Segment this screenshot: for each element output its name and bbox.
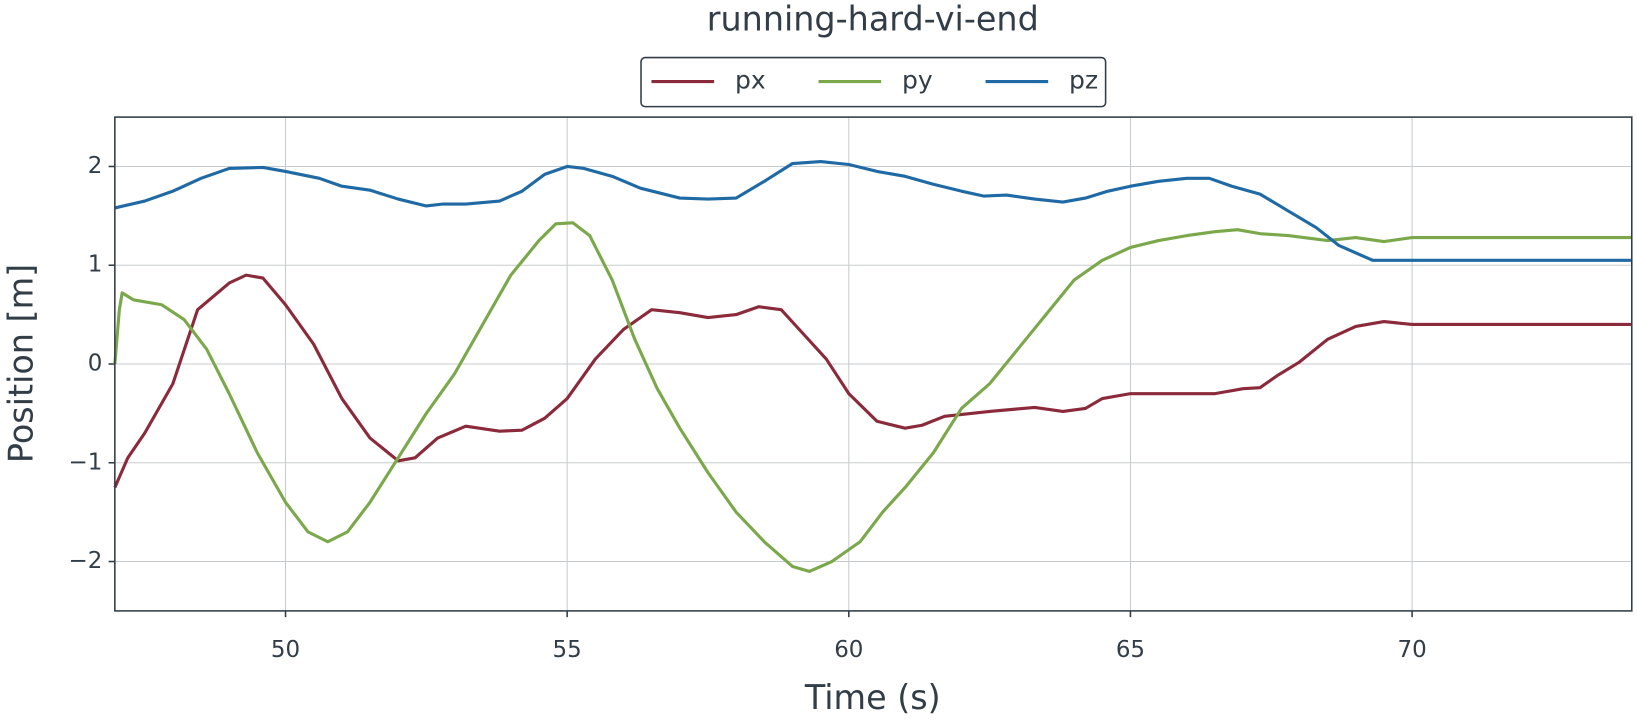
chart-title: running-hard-vi-end (707, 0, 1039, 39)
x-axis-label: Time (s) (804, 678, 941, 717)
x-tick-label: 65 (1116, 637, 1145, 663)
x-tick-label: 55 (553, 637, 582, 663)
plot-frame (114, 116, 1633, 612)
line-series (113, 221, 1632, 573)
line-series (114, 159, 1632, 262)
legend-label: px (735, 66, 766, 95)
x-tick-label: 70 (1397, 637, 1426, 663)
line-series (113, 273, 1632, 489)
y-tick-label: 1 (88, 252, 103, 278)
y-axis-label: Position [m] (1, 264, 40, 463)
y-tick-label: −2 (68, 548, 102, 574)
legend-label: pz (1069, 66, 1098, 95)
y-tick-label: 0 (88, 351, 103, 377)
y-tick-label: 2 (88, 153, 103, 179)
x-tick-label: 60 (834, 637, 863, 663)
x-tick-label: 50 (271, 637, 300, 663)
legend-label: py (902, 66, 933, 95)
y-tick-label: −1 (68, 449, 102, 475)
